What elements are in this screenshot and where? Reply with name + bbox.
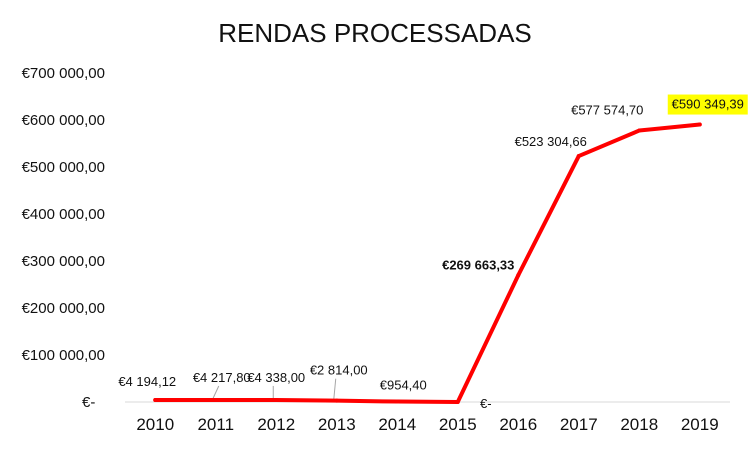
x-tick-label: 2018	[620, 415, 658, 434]
series-line	[153, 122, 702, 404]
y-tick-label: €600 000,00	[22, 112, 105, 129]
y-tick-label: €700 000,00	[22, 65, 105, 82]
data-label: €577 574,70	[571, 103, 643, 118]
x-tick-label: 2011	[197, 415, 234, 434]
label-leader-line	[212, 385, 220, 400]
data-point	[153, 398, 158, 403]
data-label: €-	[480, 396, 492, 411]
label-leader-line	[333, 378, 337, 400]
x-tick-label: 2013	[318, 415, 356, 434]
data-point	[213, 398, 218, 403]
data-point	[576, 154, 581, 159]
data-label: €590 349,39	[672, 97, 744, 112]
x-tick-label: 2019	[681, 415, 719, 434]
x-tick-label: 2012	[257, 415, 295, 434]
data-point	[697, 122, 702, 127]
data-point	[455, 400, 460, 404]
data-label: €4 217,80	[193, 370, 251, 385]
data-point	[274, 397, 279, 402]
leader-lines	[212, 378, 337, 400]
y-tick-label: €300 000,00	[22, 253, 105, 270]
x-tick-label: 2017	[560, 415, 598, 434]
data-point	[334, 398, 339, 403]
data-label: €269 663,33	[442, 257, 514, 272]
chart-title: RENDAS PROCESSADAS	[218, 18, 532, 48]
y-tick-label: €-	[82, 394, 95, 411]
y-tick-label: €500 000,00	[22, 159, 105, 176]
x-tick-label: 2016	[499, 415, 537, 434]
x-tick-label: 2014	[378, 415, 416, 434]
x-tick-label: 2010	[136, 415, 174, 434]
y-tick-label: €200 000,00	[22, 300, 105, 317]
data-label: €4 194,12	[118, 374, 176, 389]
data-point	[395, 399, 400, 404]
data-label: €954,40	[380, 378, 427, 393]
y-axis-ticks: €- €100 000,00 €200 000,00 €300 000,00 €400 …	[22, 65, 105, 411]
y-tick-label: €100 000,00	[22, 347, 105, 364]
data-label: €4 338,00	[247, 370, 305, 385]
x-axis-ticks: 2010 2011 2012 2013 2014 2015 2016 2017 2018 2019	[136, 415, 718, 434]
data-point	[516, 273, 521, 278]
data-point	[637, 128, 642, 133]
x-tick-label: 2015	[439, 415, 477, 434]
data-label: €2 814,00	[310, 363, 368, 378]
data-label: €523 304,66	[515, 134, 587, 149]
data-labels: €4 194,12 €4 217,80€4 338,00 €2 814,00 €954…	[118, 94, 748, 411]
series-layer	[153, 122, 702, 404]
y-tick-label: €400 000,00	[22, 206, 105, 223]
label-highlight	[667, 94, 748, 115]
